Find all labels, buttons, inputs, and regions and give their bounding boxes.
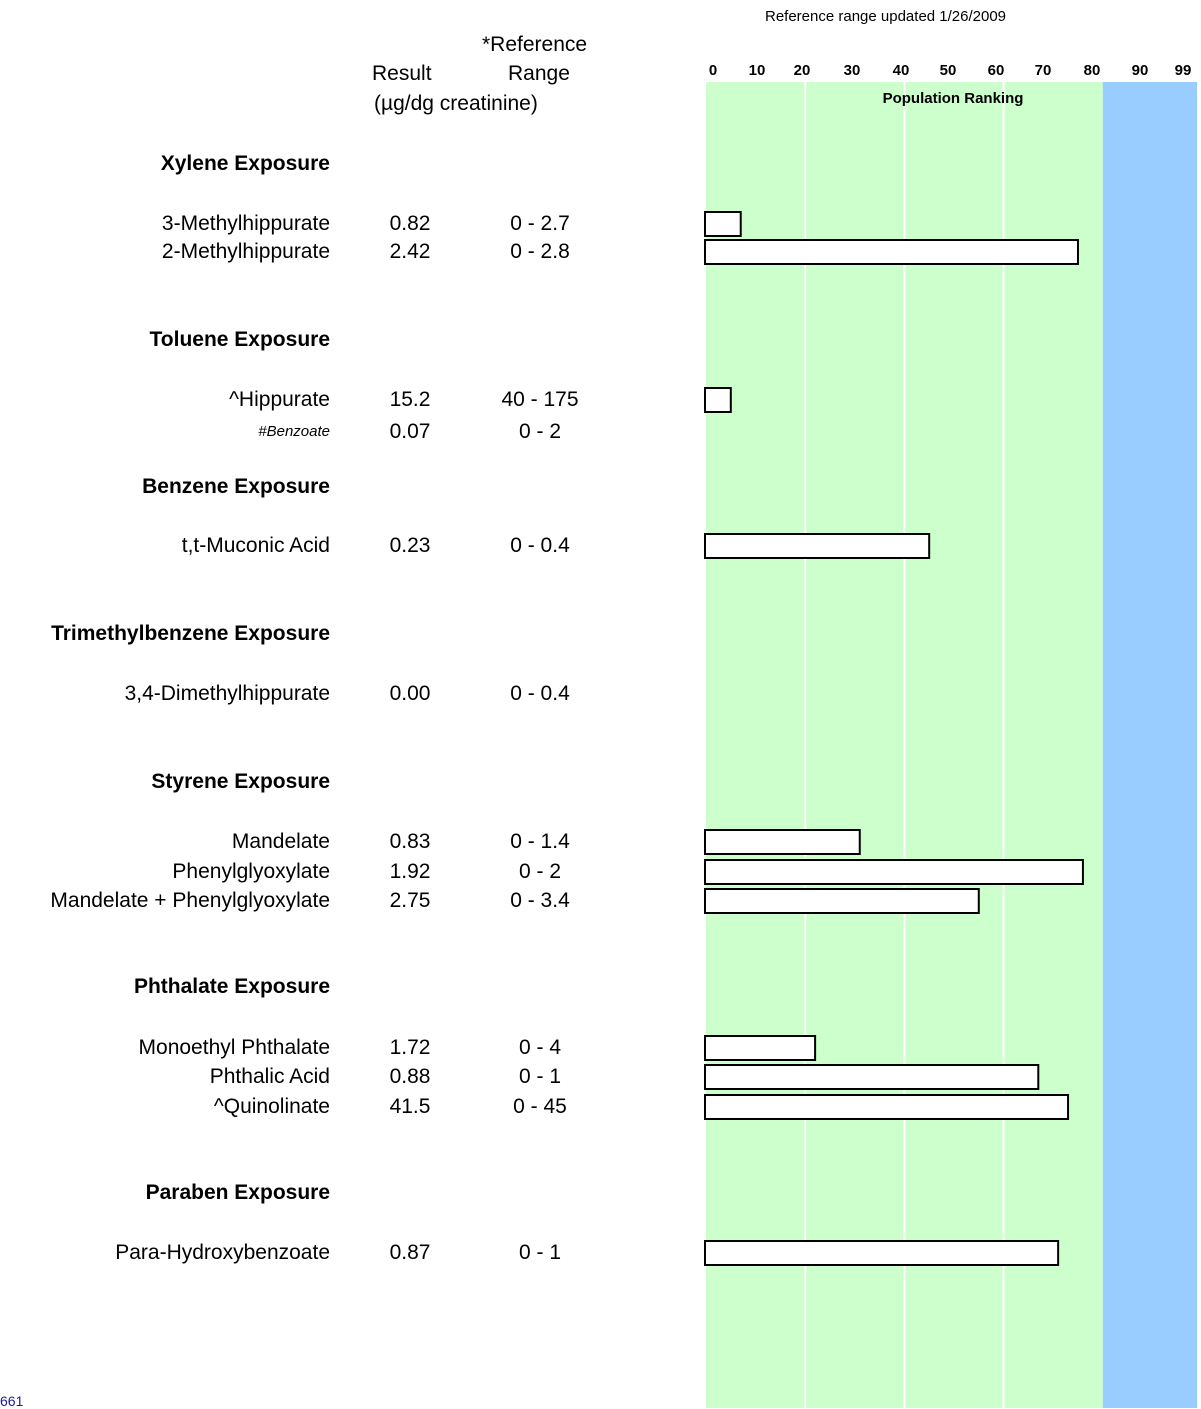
analyte-name: ^Quinolinate	[213, 1095, 330, 1118]
analyte-result: 0.23	[389, 534, 431, 557]
tick-label: 40	[893, 62, 910, 79]
analyte-name: Monoethyl Phthalate	[138, 1036, 330, 1059]
section-title: Xylene Exposure	[160, 152, 330, 175]
section-title: Trimethylbenzene Exposure	[51, 622, 330, 645]
analyte-name: ^Hippurate	[229, 388, 330, 411]
analyte-result: 0.83	[389, 830, 431, 853]
tick-label: 60	[988, 62, 1005, 79]
analyte-name: 3,4-Dimethylhippurate	[124, 682, 330, 705]
ranking-bar	[704, 829, 861, 855]
analyte-reference-range: 0 - 1.4	[510, 830, 570, 853]
ranking-band	[1102, 82, 1197, 1408]
analyte-name: Para-Hydroxybenzoate	[115, 1241, 330, 1264]
ranking-bar	[704, 211, 742, 237]
analyte-reference-range: 0 - 2.7	[510, 212, 570, 235]
result-column-header: Result	[372, 62, 432, 85]
reference-range-header-line1: *Reference	[482, 33, 588, 56]
ranking-bar	[704, 533, 931, 559]
ranking-bar	[704, 888, 980, 914]
ranking-bar	[704, 387, 732, 413]
tick-label: 50	[940, 62, 957, 79]
analyte-name: Mandelate	[231, 830, 330, 853]
analyte-reference-range: 0 - 45	[513, 1095, 567, 1118]
section-title: Benzene Exposure	[142, 475, 330, 498]
analyte-name: 2-Methylhippurate	[161, 240, 330, 263]
analyte-result: 15.2	[389, 388, 431, 411]
section-title: Phthalate Exposure	[133, 975, 330, 998]
analyte-result: 0.07	[389, 420, 431, 443]
tick-label: 10	[749, 62, 766, 79]
analyte-reference-range: 0 - 1	[518, 1241, 562, 1264]
analyte-result: 41.5	[389, 1095, 431, 1118]
analyte-name: 3-Methylhippurate	[161, 212, 330, 235]
analyte-result: 1.72	[389, 1036, 431, 1059]
analyte-result: 0.88	[389, 1065, 431, 1088]
tick-label: 80	[1084, 62, 1101, 79]
analyte-reference-range: 0 - 3.4	[510, 889, 570, 912]
section-title: Paraben Exposure	[145, 1181, 330, 1204]
ranking-bar	[704, 1094, 1070, 1120]
reference-range-note: Reference range updated 1/26/2009	[765, 8, 1007, 25]
page-footer-code: 661	[0, 1393, 24, 1409]
analyte-reference-range: 0 - 2.8	[510, 240, 570, 263]
analyte-result: 2.75	[389, 889, 431, 912]
chart-title: Population Ranking	[883, 90, 1024, 107]
analyte-reference-range: 0 - 2	[518, 860, 562, 883]
tick-label: 30	[844, 62, 861, 79]
analyte-reference-range: 0 - 0.4	[510, 534, 570, 557]
analyte-result: 0.00	[389, 682, 431, 705]
reference-range-header-line2: Range	[508, 62, 570, 85]
tick-label: 90	[1132, 62, 1149, 79]
analyte-reference-range: 0 - 0.4	[510, 682, 570, 705]
analyte-result: 0.87	[389, 1241, 431, 1264]
ranking-bar	[704, 1035, 817, 1061]
analyte-name: t,t-Muconic Acid	[181, 534, 330, 557]
analyte-name: Phenylglyoxylate	[172, 860, 330, 883]
section-title: Styrene Exposure	[151, 770, 330, 793]
analyte-result: 1.92	[389, 860, 431, 883]
analyte-result: 0.82	[389, 212, 431, 235]
analyte-reference-range: 0 - 2	[518, 420, 562, 443]
analyte-name: #Benzoate	[258, 423, 330, 440]
tick-label: 20	[794, 62, 811, 79]
analyte-result: 2.42	[389, 240, 431, 263]
ranking-bar	[704, 859, 1084, 885]
tick-label: 0	[709, 62, 717, 79]
analyte-name: Phthalic Acid	[209, 1065, 330, 1088]
analyte-reference-range: 0 - 1	[518, 1065, 562, 1088]
ranking-bar	[704, 239, 1079, 265]
analyte-reference-range: 0 - 4	[518, 1036, 562, 1059]
ranking-bar	[704, 1064, 1040, 1090]
ranking-bar	[704, 1240, 1060, 1266]
analyte-name: Mandelate + Phenylglyoxylate	[50, 889, 330, 912]
tick-label: 70	[1035, 62, 1052, 79]
section-title: Toluene Exposure	[149, 328, 330, 351]
tick-label: 99	[1175, 62, 1192, 79]
analyte-reference-range: 40 - 175	[501, 388, 579, 411]
units-header: (µg/dg creatinine)	[374, 92, 538, 115]
